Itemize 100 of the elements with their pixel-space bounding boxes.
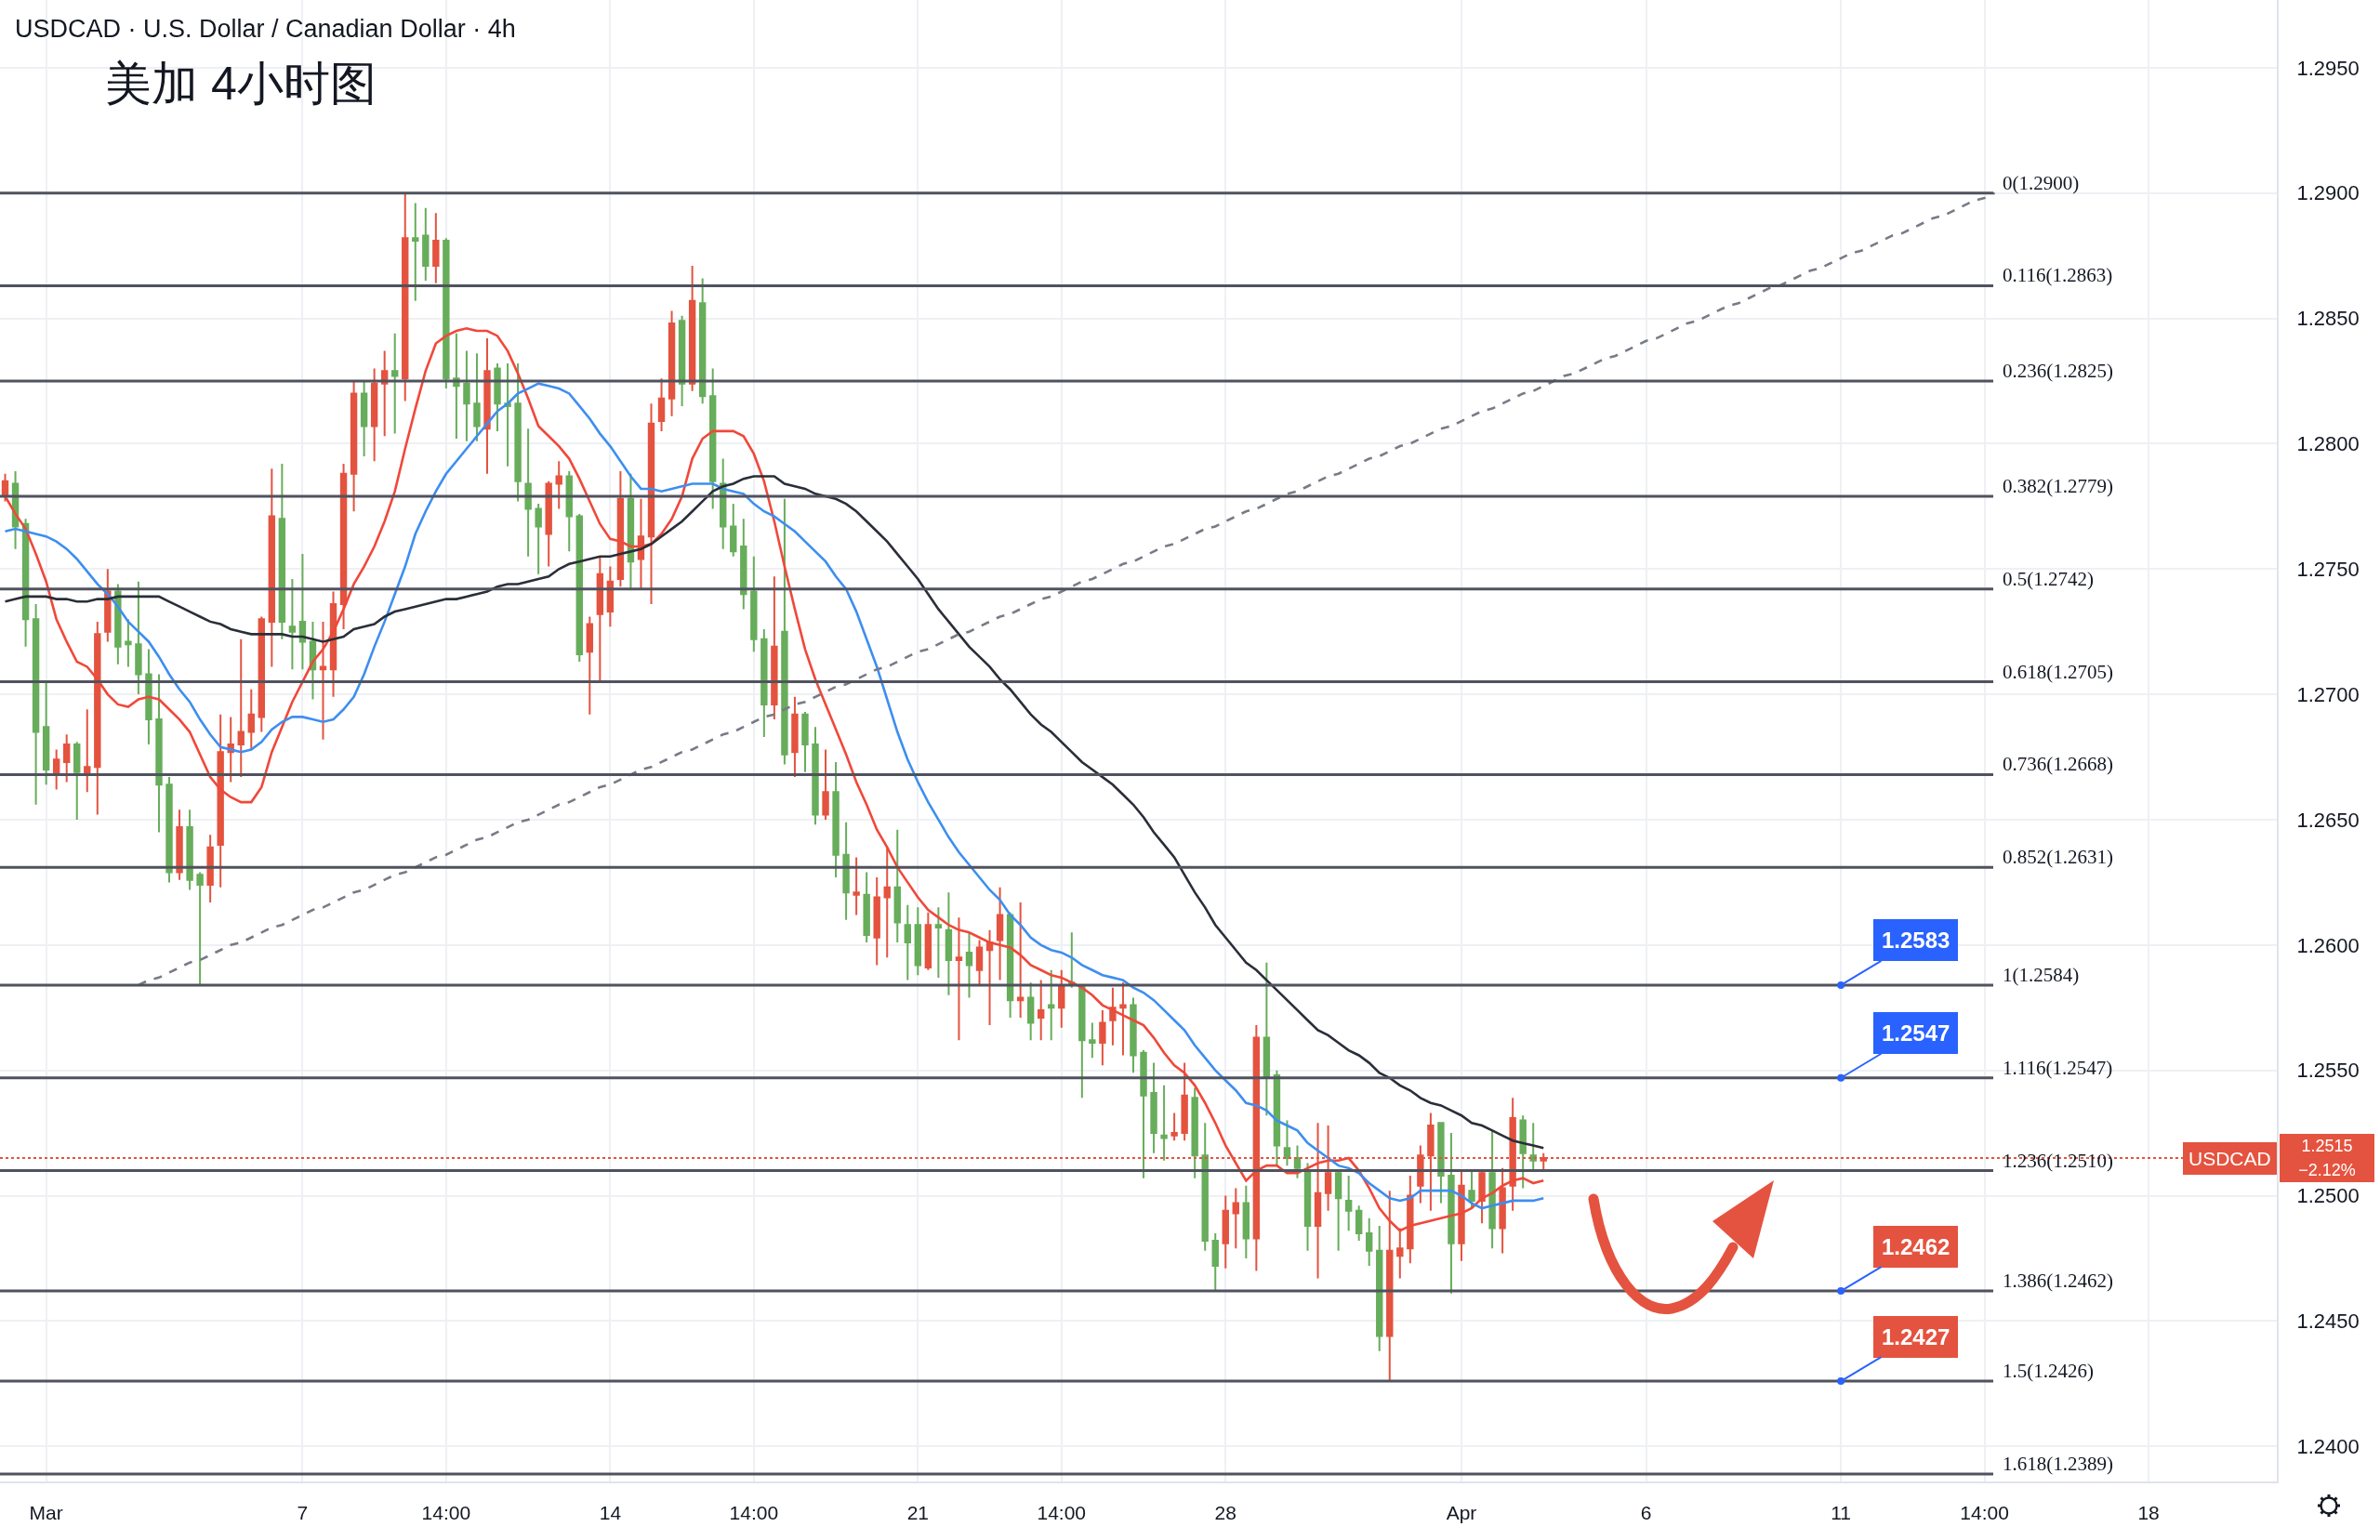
candlestick <box>924 911 932 971</box>
candlestick <box>781 497 788 766</box>
candlestick <box>32 603 40 806</box>
candlestick <box>391 332 399 435</box>
candlestick <box>596 555 604 683</box>
x-tick-label: 14 <box>599 1502 622 1524</box>
y-tick-label: 1.2850 <box>2296 307 2360 331</box>
candlestick <box>1437 1122 1445 1204</box>
ref-line-label: 0.736(1.2668) <box>2003 753 2113 775</box>
y-tick-label: 1.2600 <box>2296 933 2360 957</box>
ref-line-label: 1.618(1.2389) <box>2003 1453 2113 1475</box>
candlestick <box>196 871 204 986</box>
candlestick <box>904 903 911 981</box>
candlestick <box>63 733 71 783</box>
candlestick <box>422 206 430 283</box>
candlestick <box>832 760 840 878</box>
candlestick <box>309 620 317 701</box>
candlestick <box>135 580 142 696</box>
candlestick <box>1263 961 1271 1117</box>
candlestick <box>1519 1114 1527 1190</box>
candlestick <box>206 834 214 903</box>
candlestick <box>258 615 266 733</box>
annotation: 1.2462 <box>1882 1234 1950 1259</box>
x-tick-label: Apr <box>1446 1502 1477 1524</box>
candlestick <box>1448 1132 1455 1295</box>
candlestick <box>545 480 552 568</box>
candlestick <box>1130 996 1137 1074</box>
candlestick <box>575 512 583 664</box>
ref-line-label: 0.382(1.2779) <box>2003 475 2113 497</box>
candlestick <box>1344 1174 1353 1232</box>
candlestick <box>329 590 337 698</box>
x-tick-label: 28 <box>1214 1502 1236 1524</box>
candlestick <box>750 555 758 653</box>
candlestick <box>708 367 717 510</box>
candlestick <box>637 497 645 590</box>
candlestick <box>176 809 183 881</box>
candlestick <box>914 906 922 977</box>
candlestick <box>1170 1112 1178 1142</box>
candlestick <box>1201 1122 1209 1252</box>
candlestick <box>125 618 132 668</box>
candlestick <box>52 748 60 791</box>
ref-line-label: 1.386(1.2462) <box>2003 1270 2113 1292</box>
ref-line-label: 0.618(1.2705) <box>2003 661 2113 683</box>
candlestick <box>1478 1169 1486 1225</box>
candlestick <box>237 638 245 779</box>
x-tick-label: 14:00 <box>1037 1502 1087 1524</box>
y-tick-label: 1.2950 <box>2296 56 2360 80</box>
ref-line-label: 0.852(1.2631) <box>2003 846 2113 868</box>
ref-line-label: 1.5(1.2426) <box>2003 1360 2094 1382</box>
candlestick <box>647 402 655 606</box>
candlestick <box>247 688 255 751</box>
candlestick <box>945 891 953 996</box>
candlestick <box>688 264 696 392</box>
candlestick <box>319 620 327 741</box>
candlestick <box>473 352 481 442</box>
candlestick <box>730 503 737 558</box>
x-tick-label: 11 <box>1831 1502 1852 1524</box>
candlestick <box>402 191 409 402</box>
candlestick <box>514 362 522 503</box>
candlestick <box>853 856 860 916</box>
candlestick <box>1366 1217 1373 1268</box>
candlestick <box>812 726 819 826</box>
candlestick <box>1016 901 1025 1020</box>
candlestick <box>668 309 676 417</box>
x-tick-label: 14:00 <box>421 1502 471 1524</box>
candlestick <box>801 710 809 773</box>
candlestick <box>370 367 378 463</box>
candlestick <box>227 716 234 783</box>
candlestick <box>955 916 963 1042</box>
candlestick <box>565 470 573 553</box>
candlestick <box>155 673 163 834</box>
candlestick <box>504 362 511 467</box>
candlestick <box>443 237 450 390</box>
candlestick <box>873 875 880 967</box>
candlestick <box>1468 1169 1475 1210</box>
candlestick <box>760 627 768 738</box>
candlestick <box>1038 979 1045 1042</box>
candlestick <box>1488 1129 1496 1250</box>
candlestick <box>1150 1061 1157 1154</box>
x-tick-label: 18 <box>2137 1502 2160 1524</box>
candlestick <box>893 828 901 944</box>
candlestick <box>360 379 368 457</box>
candlestick <box>524 428 532 558</box>
candlestick <box>114 583 122 665</box>
candlestick <box>1355 1204 1363 1243</box>
ref-line-label: 0.5(1.2742) <box>2003 568 2094 590</box>
candlestick <box>606 565 615 628</box>
candlestick <box>678 314 686 407</box>
candlestick <box>1078 983 1086 1099</box>
candlestick <box>985 928 994 1027</box>
candlestick <box>740 518 747 611</box>
y-tick-label: 1.2800 <box>2296 432 2360 456</box>
candlestick <box>657 377 666 432</box>
candlestick <box>412 202 419 302</box>
text: USDCAD · U.S. Dollar / Canadian Dollar · 4h <box>15 15 516 44</box>
candlestick <box>842 821 850 921</box>
candlestick <box>1283 1119 1291 1167</box>
x-tick-label: Mar <box>29 1502 63 1524</box>
candlestick <box>1211 1231 1219 1293</box>
candlestick <box>1273 1069 1281 1167</box>
